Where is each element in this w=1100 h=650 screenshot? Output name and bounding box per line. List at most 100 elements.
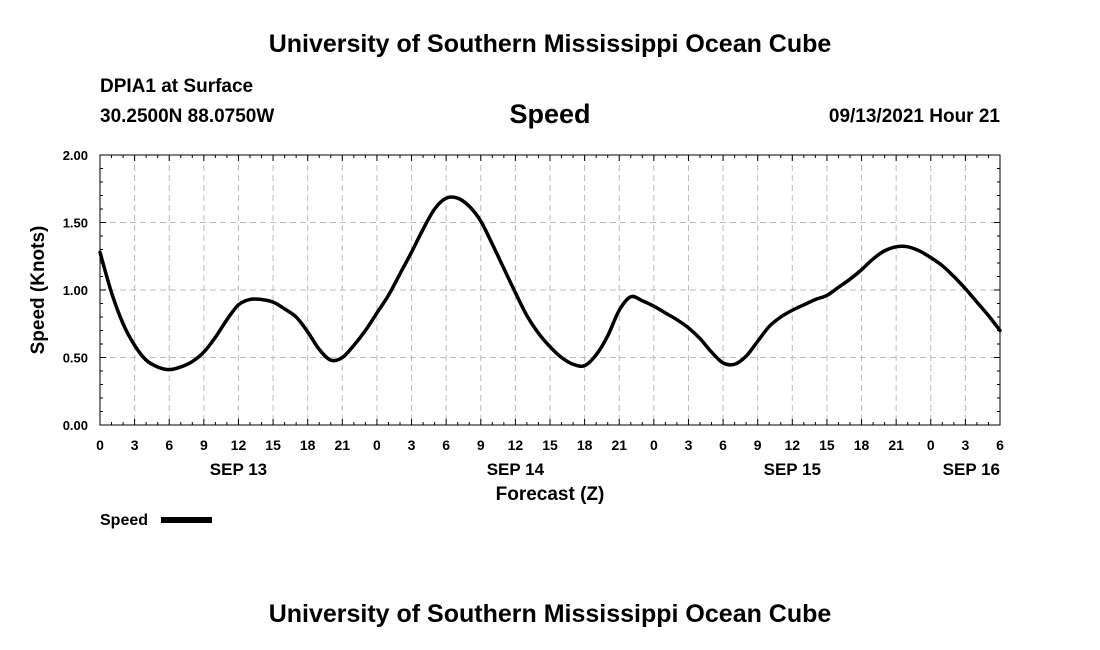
data-point — [780, 317, 781, 318]
data-point — [953, 276, 954, 277]
station-label: DPIA1 at Surface — [100, 76, 254, 97]
data-point — [134, 345, 135, 346]
data-point — [665, 312, 666, 313]
data-point — [642, 300, 643, 301]
data-point — [250, 299, 251, 300]
data-point — [711, 352, 712, 353]
data-point — [746, 356, 747, 357]
x-tick-label: 3 — [685, 437, 693, 453]
data-point — [180, 366, 181, 367]
data-point — [976, 302, 977, 303]
x-date-label: SEP 15 — [764, 460, 821, 479]
data-point — [573, 364, 574, 365]
data-point — [503, 268, 504, 269]
legend-label: Speed — [100, 512, 148, 529]
x-tick-label: 0 — [927, 437, 935, 453]
x-tick-label: 12 — [231, 437, 247, 453]
data-point — [965, 288, 966, 289]
data-point — [365, 330, 366, 331]
x-tick-label: 0 — [373, 437, 381, 453]
data-point — [538, 333, 539, 334]
data-point — [469, 206, 470, 207]
page-title-bottom: University of Southern Mississippi Ocean… — [268, 600, 832, 628]
y-tick-label: 0.50 — [63, 351, 88, 366]
x-tick-label: 6 — [719, 437, 727, 453]
data-point — [838, 287, 839, 288]
data-point — [653, 306, 654, 307]
series-line-speed — [98, 195, 1002, 372]
data-point — [307, 331, 308, 332]
timestamp-label: 09/13/2021 Hour 21 — [828, 106, 1000, 127]
data-point — [930, 257, 931, 258]
data-point — [100, 252, 101, 253]
plot-title: Speed — [509, 99, 591, 129]
x-tick-label: 3 — [961, 437, 969, 453]
x-axis-label: Forecast (Z) — [496, 484, 605, 505]
data-point — [526, 315, 527, 316]
x-date-label: SEP 13 — [210, 460, 267, 479]
x-tick-label: 18 — [854, 437, 870, 453]
data-point — [826, 295, 827, 296]
data-point — [226, 319, 227, 320]
data-point — [861, 269, 862, 270]
data-point — [123, 323, 124, 324]
data-point — [1000, 330, 1001, 331]
data-point — [457, 198, 458, 199]
x-tick-label: 12 — [508, 437, 524, 453]
x-tick-label: 21 — [335, 437, 351, 453]
x-tick-label: 3 — [408, 437, 416, 453]
data-point — [584, 365, 585, 366]
data-point — [434, 209, 435, 210]
x-tick-label: 15 — [265, 437, 281, 453]
data-point — [284, 308, 285, 309]
data-point — [850, 279, 851, 280]
data-point — [619, 310, 620, 311]
x-tick-label: 3 — [131, 437, 139, 453]
x-tick-label: 9 — [200, 437, 208, 453]
x-tick-label: 15 — [542, 437, 558, 453]
x-tick-label: 6 — [442, 437, 450, 453]
data-point — [492, 244, 493, 245]
data-point — [596, 354, 597, 355]
data-point — [550, 346, 551, 347]
coordinates-label: 30.2500N 88.0750W — [100, 106, 275, 127]
y-tick-label: 0.00 — [63, 418, 88, 433]
data-point — [896, 246, 897, 247]
x-tick-label: 0 — [650, 437, 658, 453]
x-tick-label: 9 — [754, 437, 762, 453]
data-point — [792, 310, 793, 311]
data-point — [907, 246, 908, 247]
data-point — [400, 273, 401, 274]
data-point — [723, 362, 724, 363]
data-point — [676, 319, 677, 320]
data-point — [342, 357, 343, 358]
x-tick-label: 9 — [477, 437, 485, 453]
data-point — [111, 292, 112, 293]
page-title-top: University of Southern Mississippi Ocean… — [268, 30, 832, 58]
x-tick-label: 18 — [300, 437, 316, 453]
data-point — [388, 295, 389, 296]
data-point — [515, 292, 516, 293]
data-point — [192, 361, 193, 362]
x-tick-label: 0 — [96, 437, 104, 453]
data-point — [261, 299, 262, 300]
data-point — [169, 369, 170, 370]
data-point — [446, 198, 447, 199]
data-point — [330, 360, 331, 361]
x-tick-label: 6 — [996, 437, 1004, 453]
data-point — [757, 341, 758, 342]
data-point — [688, 327, 689, 328]
x-date-label: SEP 16 — [943, 460, 1000, 479]
data-point — [353, 345, 354, 346]
data-point — [273, 302, 274, 303]
legend-swatch — [161, 517, 212, 523]
data-point — [734, 364, 735, 365]
y-tick-label: 1.50 — [63, 216, 88, 231]
data-point — [873, 258, 874, 259]
data-point — [769, 326, 770, 327]
x-tick-label: 12 — [785, 437, 801, 453]
data-point — [376, 312, 377, 313]
x-tick-label: 15 — [819, 437, 835, 453]
data-point — [203, 352, 204, 353]
